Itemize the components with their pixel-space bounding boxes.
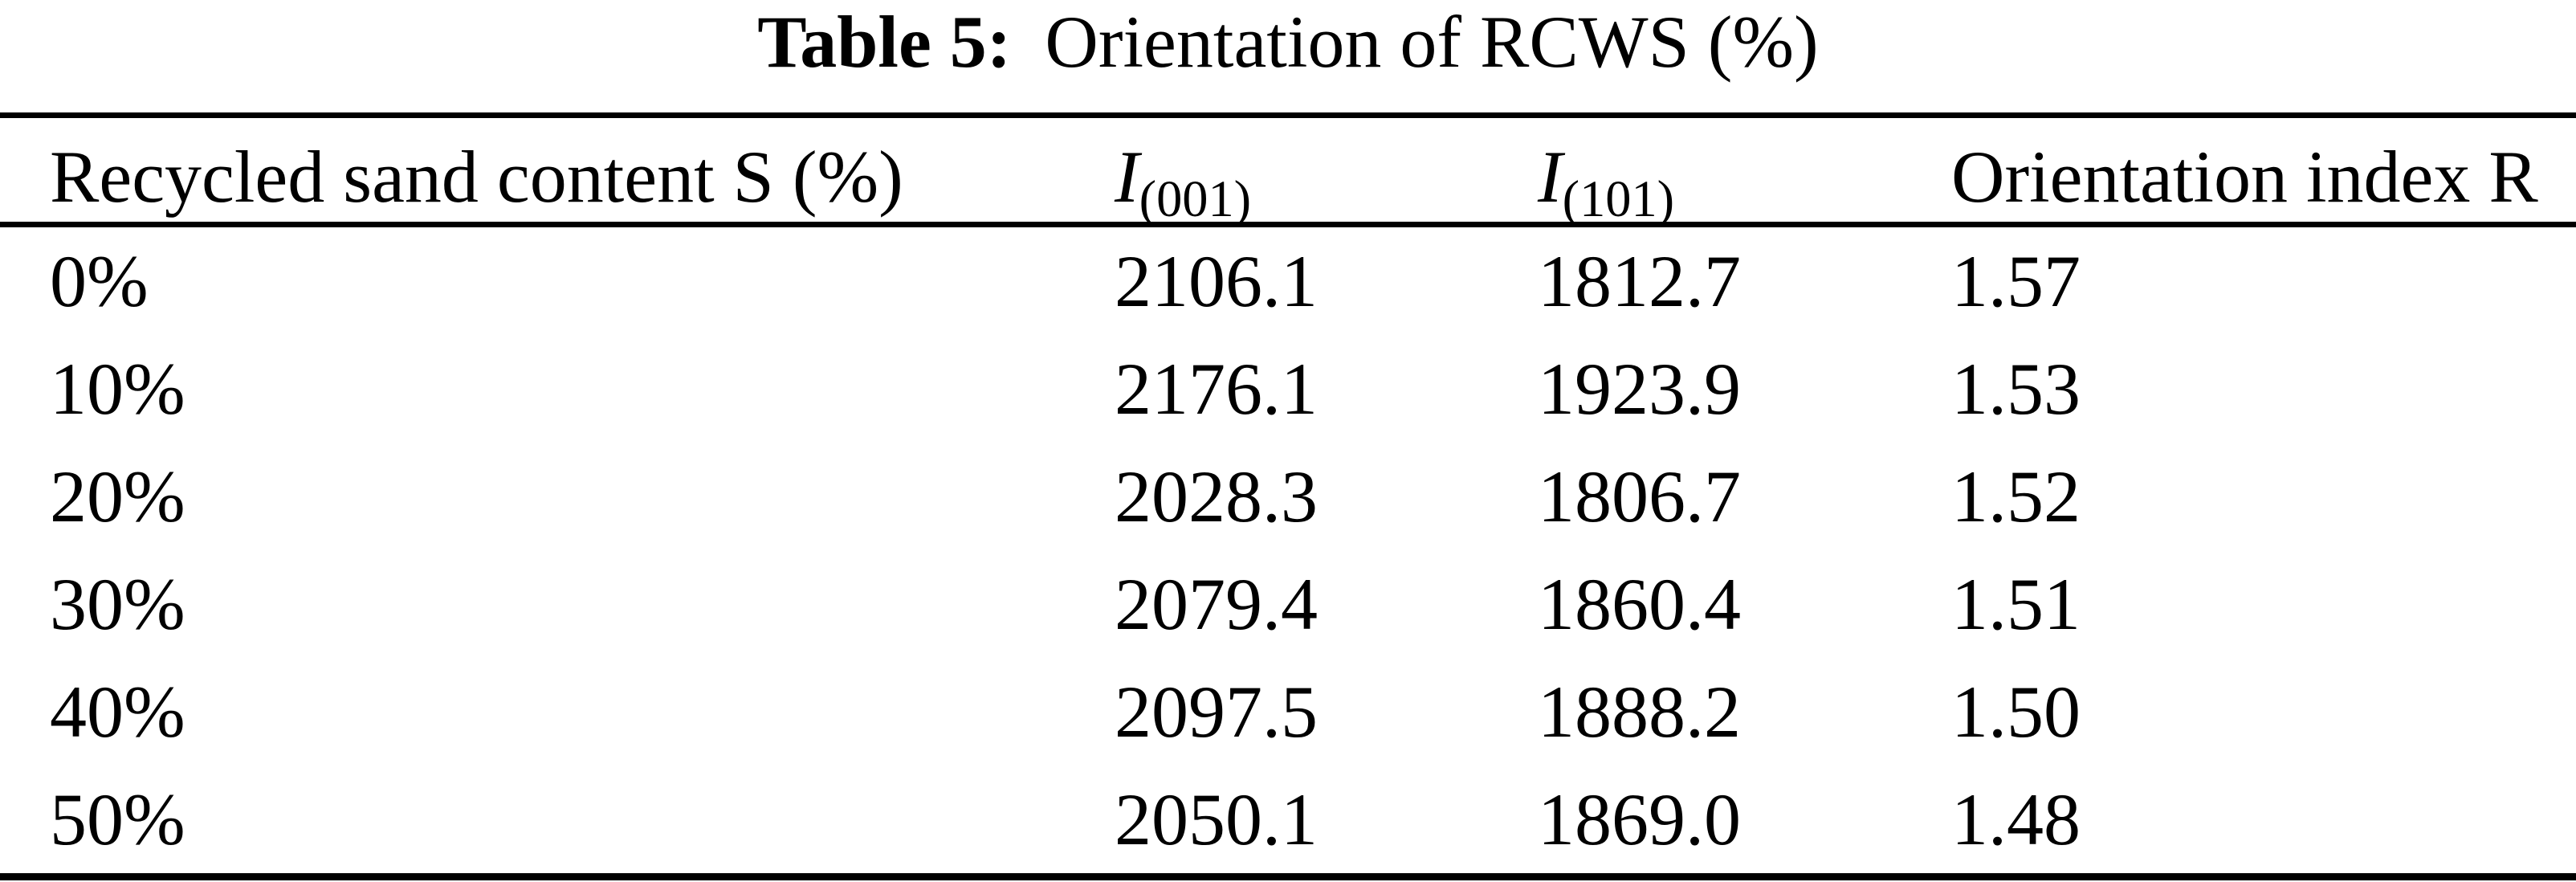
table-row: 50% 2050.1 1869.0 1.48 — [0, 766, 2576, 873]
table-top-rule — [0, 112, 2576, 118]
table-cell: 1.50 — [1951, 671, 2081, 753]
table-cell: 1806.7 — [1538, 455, 1741, 537]
table-cell: 1.48 — [1951, 778, 2081, 860]
table-cell: 1.57 — [1951, 240, 2081, 322]
table-cell: 1.52 — [1951, 455, 2081, 537]
table-caption-number: Table 5: — [757, 1, 1012, 83]
table-row: 10% 2176.1 1923.9 1.53 — [0, 335, 2576, 443]
table-header-row: Recycled sand content S (%) I(001) I(101… — [0, 118, 2576, 228]
table-bottom-rule — [0, 873, 2576, 880]
col-header-i101: I(101) — [1538, 136, 1675, 228]
table-cell: 1869.0 — [1538, 778, 1741, 860]
table-cell: 2097.5 — [1115, 671, 1318, 753]
table-cell: 30% — [50, 563, 185, 645]
table-cell: 1812.7 — [1538, 240, 1741, 322]
table-row: 20% 2028.3 1806.7 1.52 — [0, 443, 2576, 550]
col-header-i001: I(001) — [1115, 136, 1252, 228]
table-cell: 2079.4 — [1115, 563, 1318, 645]
table-cell: 1.53 — [1951, 348, 2081, 430]
table-caption-title: Orientation of RCWS (%) — [1045, 1, 1819, 83]
table-cell: 1860.4 — [1538, 563, 1741, 645]
table-cell: 2050.1 — [1115, 778, 1318, 860]
table-cell: 0% — [50, 240, 149, 322]
table-cell: 1888.2 — [1538, 671, 1741, 753]
table-caption: Table 5: Orientation of RCWS (%) — [0, 0, 2576, 112]
table-cell: 1.51 — [1951, 563, 2081, 645]
table-row: 0% 2106.1 1812.7 1.57 — [0, 227, 2576, 335]
table-cell: 2028.3 — [1115, 455, 1318, 537]
table-cell: 2106.1 — [1115, 240, 1318, 322]
table-row: 40% 2097.5 1888.2 1.50 — [0, 658, 2576, 766]
col-header-orientation-index: Orientation index R — [1951, 136, 2538, 218]
table-cell: 50% — [50, 778, 185, 860]
table-row: 30% 2079.4 1860.4 1.51 — [0, 550, 2576, 658]
table-header-rule — [0, 222, 2576, 227]
col-header-recycled-sand-content: Recycled sand content S (%) — [50, 136, 903, 218]
table-cell: 20% — [50, 455, 185, 537]
table-cell: 1923.9 — [1538, 348, 1741, 430]
table-body: 0% 2106.1 1812.7 1.57 10% 2176.1 1923.9 … — [0, 227, 2576, 873]
table-cell: 40% — [50, 671, 185, 753]
table-cell: 2176.1 — [1115, 348, 1318, 430]
table-cell: 10% — [50, 348, 185, 430]
